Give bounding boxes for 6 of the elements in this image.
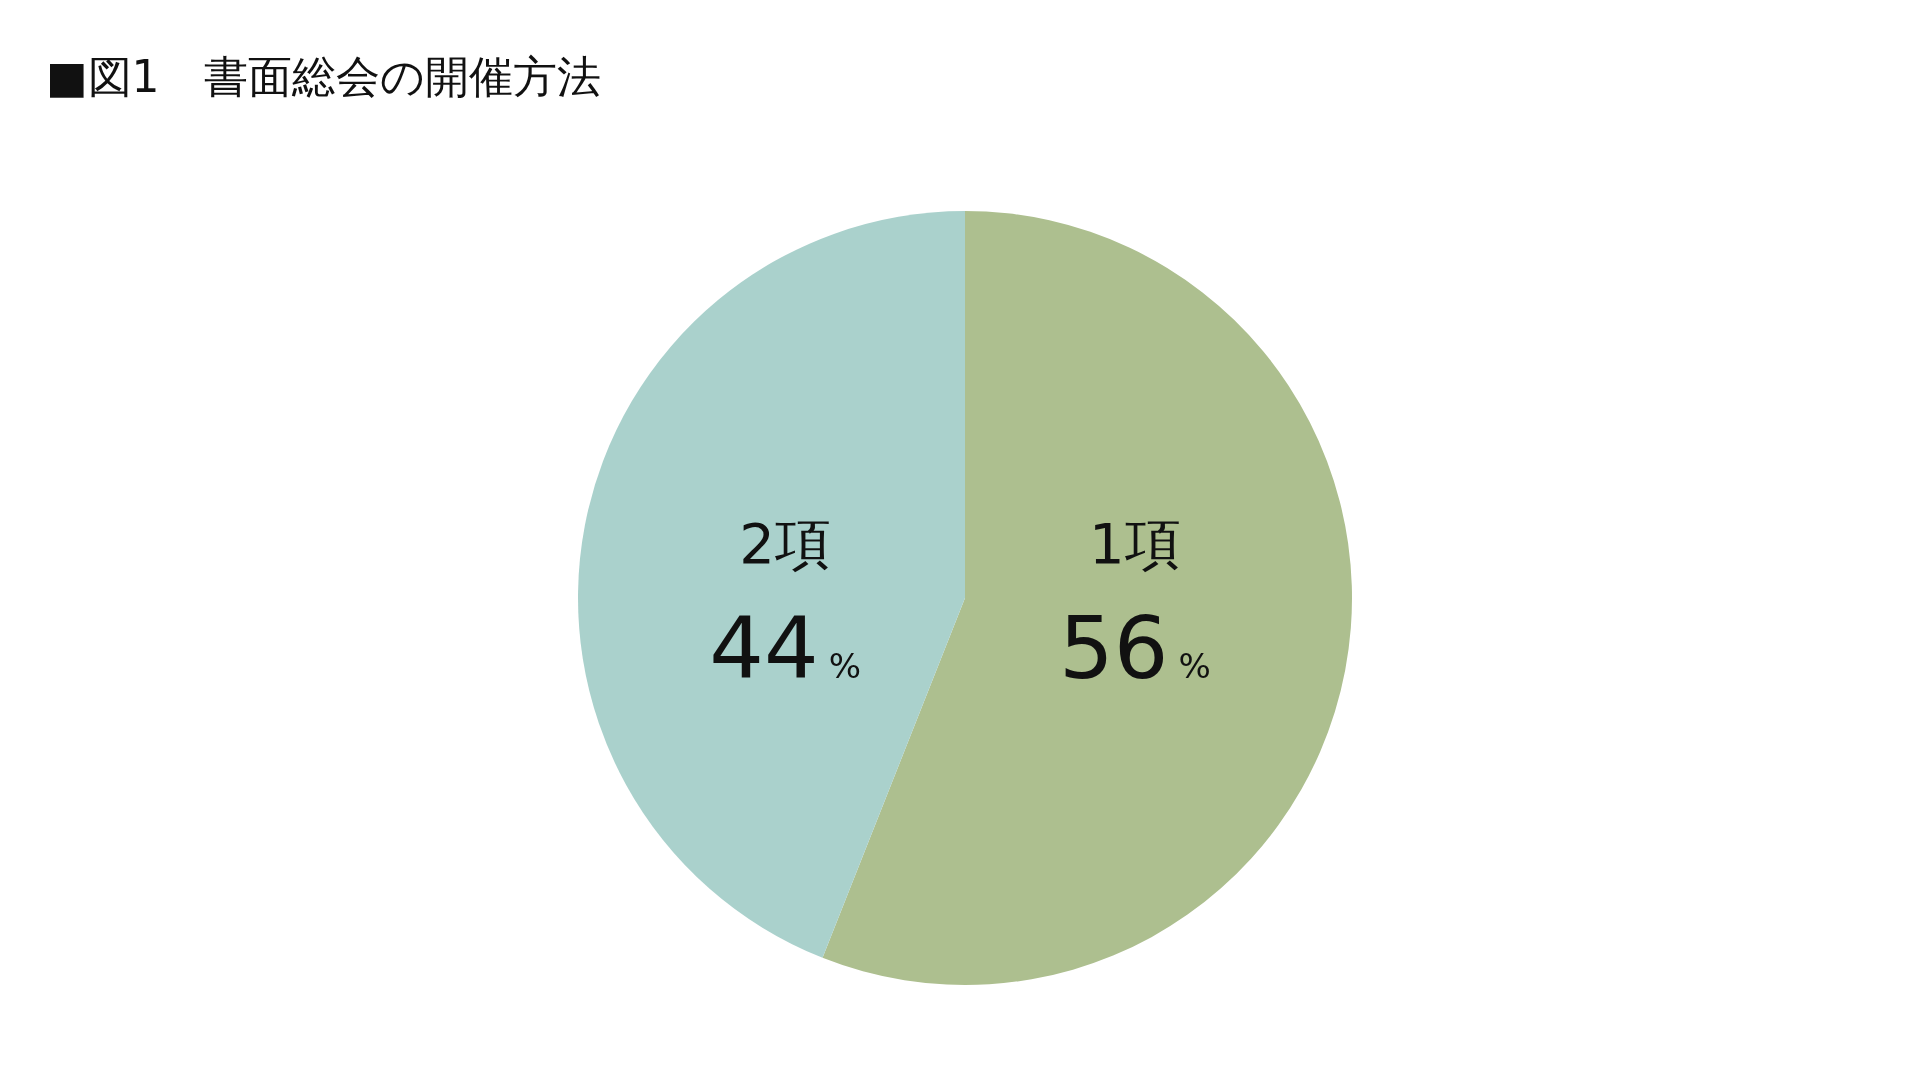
chart-title: ■図1 書面総会の開催方法 (46, 50, 601, 104)
pie-slice (578, 211, 965, 958)
data-label: 56% (1058, 598, 1211, 698)
data-label: 44% (709, 598, 862, 698)
slice-label: 1項 (1089, 511, 1181, 576)
slice-label: 2項 (739, 511, 831, 576)
